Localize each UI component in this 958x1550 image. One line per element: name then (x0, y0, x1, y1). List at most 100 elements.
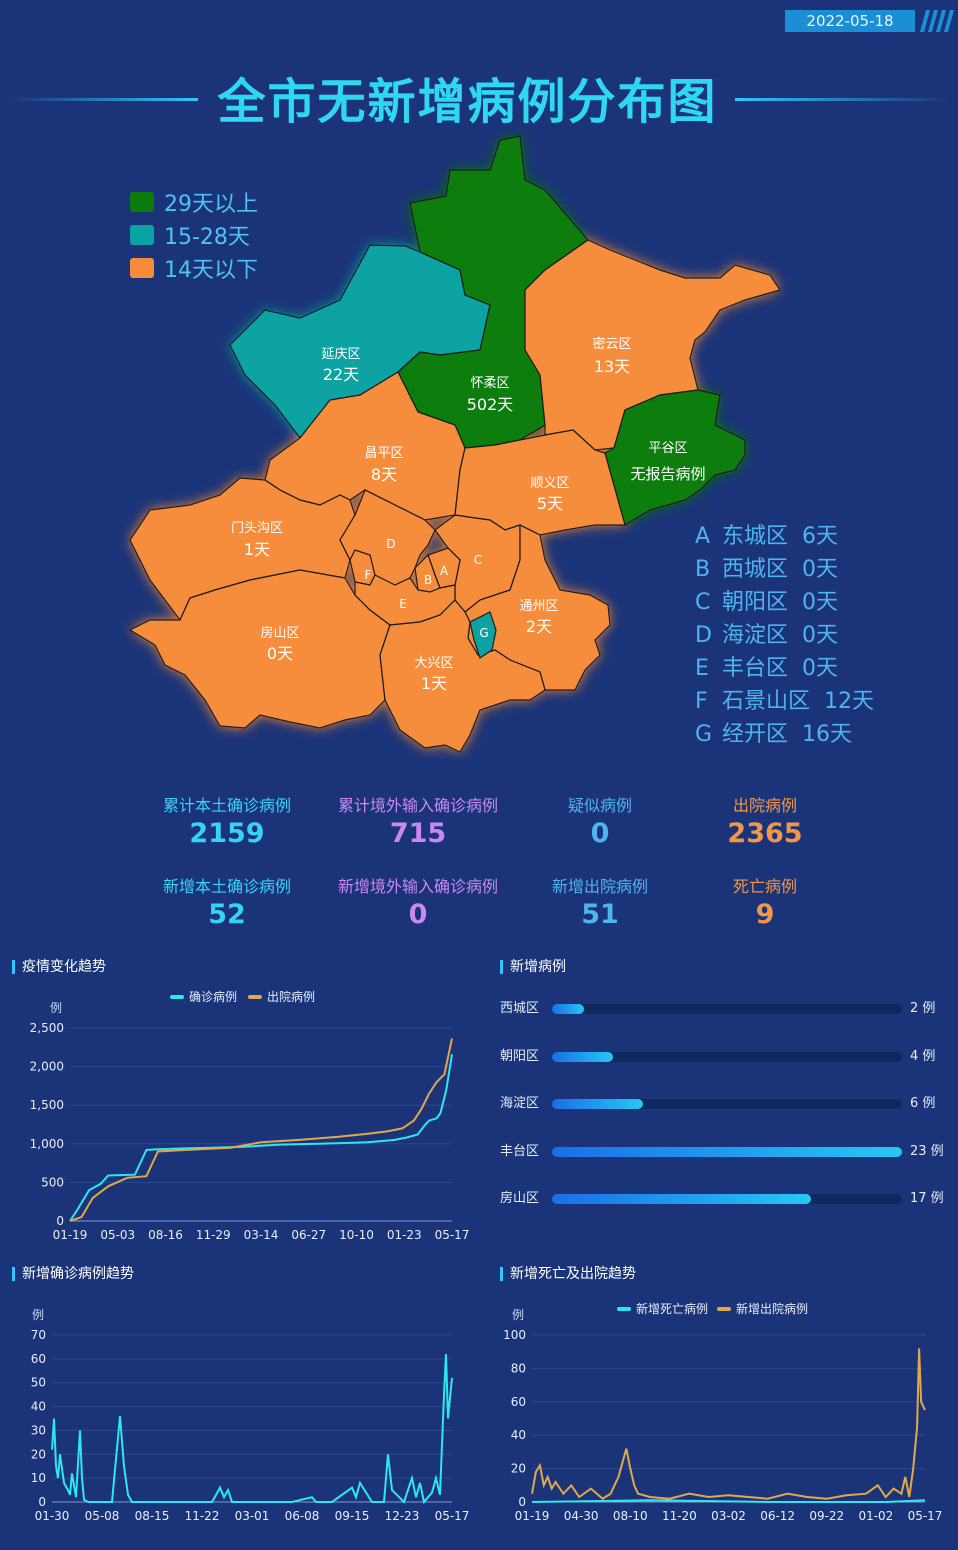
title-divider-right (735, 98, 950, 101)
bar-track (552, 1146, 902, 1157)
district-fangshan[interactable] (128, 569, 391, 729)
x-tick-label: 12-23 (385, 1509, 420, 1523)
map-letter-g: G (479, 626, 488, 640)
map-label-pinggu-days: 无报告病例 (630, 465, 705, 483)
y-tick-label: 40 (31, 1400, 46, 1414)
y-axis-unit: 例 (50, 1001, 62, 1015)
legend-swatch (130, 225, 154, 245)
legend-label: 29天以上 (164, 192, 258, 217)
district-key-row: C 朝阳区 0天 (695, 586, 874, 619)
district-key-days: 0天 (802, 590, 839, 615)
x-tick-label: 09-15 (335, 1509, 370, 1523)
y-axis-unit: 例 (512, 1308, 524, 1322)
district-key-row: D 海淀区 0天 (695, 619, 874, 652)
stat-label: 累计境外输入确诊病例 (337, 796, 498, 815)
legend-label: 确诊病例 (189, 989, 237, 1004)
y-tick-label: 60 (31, 1352, 46, 1366)
legend-item-under14: 14天以下 (130, 252, 258, 284)
bar-row: 海淀区 6 例 (500, 1094, 950, 1114)
x-tick-label: 01-30 (35, 1509, 70, 1523)
x-tick-label: 05-03 (100, 1228, 135, 1242)
bar-value: 17 例 (910, 1191, 944, 1206)
stat-label: 累计本土确诊病例 (162, 796, 291, 815)
district-key-days: 6天 (802, 524, 839, 549)
x-tick-label: 06-27 (291, 1228, 326, 1242)
y-tick-label: 100 (503, 1328, 526, 1342)
death-discharge-trend-chart: 例 0 20 40 60 80 100 01-19 04-30 08-10 11-20 03-02 06… (503, 1301, 943, 1523)
stat-cumulative-imported: 累计境外输入确诊病例 715 (323, 792, 513, 849)
y-tick-label: 1,000 (30, 1137, 64, 1151)
bar-track (552, 1099, 902, 1109)
district-key-row: G 经开区 16天 (695, 718, 874, 751)
map-label-changping-days: 8天 (371, 465, 397, 484)
map-label-daxing-days: 1天 (421, 674, 447, 693)
bar-value: 2 例 (910, 1001, 936, 1016)
stat-deaths: 死亡病例 9 (670, 873, 860, 930)
x-tick-label: 09-22 (809, 1509, 844, 1523)
district-key-days: 12天 (824, 689, 875, 714)
legend-label: 14天以下 (164, 258, 258, 283)
district-miyun[interactable] (524, 239, 781, 451)
x-tick-label: 04-30 (564, 1509, 599, 1523)
district-huairou[interactable] (397, 135, 589, 449)
x-tick-label: 05-17 (908, 1509, 943, 1523)
district-key-letter: B (695, 557, 711, 582)
district-fengtai[interactable] (354, 574, 456, 626)
map-letter-f: F (365, 568, 372, 582)
map-label-shunyi-name: 顺义区 (530, 476, 569, 491)
x-tick-label: 03-02 (711, 1509, 746, 1523)
date-badge: 2022-05-18 (785, 10, 915, 32)
bar-fill (552, 1004, 584, 1014)
bar-label: 房山区 (500, 1191, 540, 1206)
district-daxing[interactable] (379, 599, 546, 753)
legend-label: 15-28天 (164, 225, 250, 250)
bar-track (552, 1051, 902, 1062)
y-tick-label: 30 (31, 1423, 46, 1437)
legend-swatch (170, 995, 184, 999)
stat-value: 52 (208, 899, 246, 930)
header-decoration (920, 10, 954, 32)
y-tick-label: 500 (41, 1175, 64, 1189)
map-label-yanqing-days: 22天 (323, 365, 359, 384)
district-pinggu[interactable] (604, 389, 746, 526)
series-line (51, 1354, 453, 1505)
stat-label: 疑似病例 (567, 796, 632, 815)
district-jingkai[interactable] (469, 611, 497, 659)
x-tick-label: 01-19 (515, 1509, 550, 1523)
section-title-trend: 疫情变化趋势 (12, 960, 106, 974)
y-tick-label: 10 (31, 1471, 46, 1485)
map-label-huairou-days: 502天 (467, 395, 514, 414)
bar-track (552, 1004, 902, 1014)
section-title-new-confirmed-trend: 新增确诊病例趋势 (12, 1267, 134, 1281)
district-key-letter: G (695, 722, 713, 747)
map-label-shunyi-days: 5天 (537, 494, 563, 513)
district-key-list: A 东城区 6天 B 西城区 0天 C 朝阳区 0天 D 海淀区 0天 E 丰台区 0天 F 石景山区… (695, 520, 874, 751)
district-key-row: B 西城区 0天 (695, 553, 874, 586)
map-label-yanqing-name: 延庆区 (321, 347, 360, 362)
map-letter-a: A (440, 564, 449, 578)
x-tick-label: 08-16 (148, 1228, 183, 1242)
district-key-name: 朝阳区 (722, 590, 789, 615)
district-key-name: 海淀区 (722, 623, 789, 648)
district-key-name: 丰台区 (722, 656, 789, 681)
y-tick-label: 50 (31, 1376, 46, 1390)
map-label-huairou-name: 怀柔区 (470, 376, 509, 391)
y-tick-label: 2,000 (30, 1060, 64, 1074)
legend-label: 出院病例 (267, 989, 315, 1004)
stat-value: 0 (590, 818, 610, 849)
map-label-mentougou-name: 门头沟区 (231, 521, 283, 536)
bar-row: 西城区 2 例 (500, 999, 950, 1019)
stat-label: 出院病例 (732, 796, 797, 815)
bar-fill (552, 1194, 811, 1204)
district-key-row: F 石景山区 12天 (695, 685, 874, 718)
district-key-name: 经开区 (722, 722, 789, 747)
map-label-miyun-days: 13天 (594, 357, 630, 376)
district-key-letter: D (695, 623, 712, 648)
x-tick-label: 08-15 (135, 1509, 170, 1523)
stat-label: 死亡病例 (732, 877, 797, 896)
map-label-miyun-name: 密云区 (592, 336, 631, 352)
district-key-name: 西城区 (722, 557, 789, 582)
x-tick-label: 05-17 (435, 1228, 470, 1242)
y-tick-label: 2,500 (30, 1021, 64, 1035)
x-tick-label: 01-23 (387, 1228, 422, 1242)
